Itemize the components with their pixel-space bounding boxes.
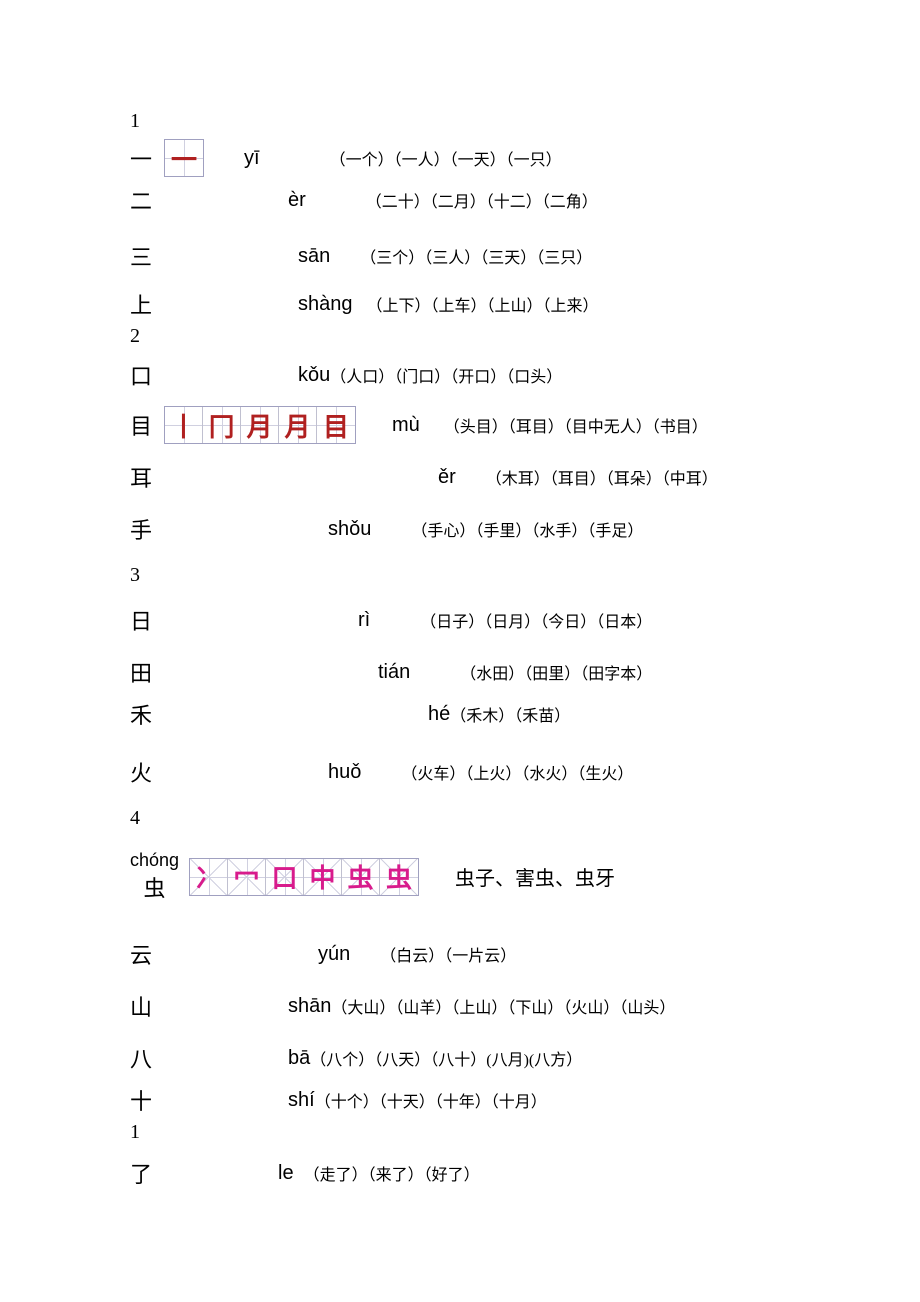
- words-le: （走了）（来了）（好了）: [304, 1161, 480, 1185]
- pinyin-kou: kǒu: [298, 364, 330, 387]
- chong-label: chóng 虫: [130, 850, 179, 903]
- entry-er: 二 èr （二十）（二月）（十二）（二角）: [130, 179, 790, 221]
- words-chong: 虫子、害虫、虫牙: [455, 862, 615, 891]
- stroke-chong-4: 中: [310, 858, 336, 895]
- pinyin-yun: yún: [318, 943, 350, 966]
- entry-yi: 一 一 yī （一个）（一人）（一天）（一只）: [130, 137, 790, 179]
- words-mu: （头目）（耳目）（目中无人）（书目）: [444, 413, 708, 437]
- entry-chong: chóng 虫 冫 冖 口 中 虫 虫 虫子、害虫、虫牙: [130, 850, 790, 903]
- hanzi-huo: 火: [130, 756, 158, 788]
- pinyin-shi: shí: [288, 1089, 315, 1112]
- words-shou: （手心）（手里）（水手）（手足）: [411, 517, 643, 541]
- section-3: 3: [130, 564, 790, 587]
- words-yi: （一个）（一人）（一天）（一只）: [330, 146, 562, 170]
- entry-kou: 口 kǒu （人口）（门口）（开口）（口头）: [130, 354, 790, 396]
- pinyin-shang: shàng: [298, 293, 353, 316]
- words-shan: （大山）（山羊）（上山）（下山）（火山）（山头）: [331, 994, 675, 1018]
- stroke-mu-3: 月: [246, 407, 272, 444]
- words-he: （禾木）（禾苗）: [450, 702, 570, 726]
- hanzi-shou: 手: [130, 513, 158, 545]
- entry-huo: 火 huǒ （火车）（上火）（水火）（生火）: [130, 751, 790, 793]
- entry-he: 禾 hé （禾木）（禾苗）: [130, 693, 790, 735]
- hanzi-le: 了: [130, 1157, 158, 1189]
- pinyin-san: sān: [298, 245, 330, 268]
- stroke-box-mu: 丨 冂 月 月 目: [164, 406, 356, 444]
- entry-le: 了 le （走了）（来了）（好了）: [130, 1152, 790, 1194]
- hanzi-ri: 日: [130, 604, 158, 636]
- words-ri: （日子）（日月）（今日）（日本）: [420, 608, 652, 632]
- words-erduo: （木耳）（耳目）（耳朵）（中耳）: [486, 465, 718, 489]
- stroke-yi-1: 一: [171, 140, 197, 177]
- pinyin-er: èr: [288, 189, 306, 212]
- hanzi-mu: 目: [130, 409, 158, 441]
- pinyin-chong: chóng: [130, 850, 179, 871]
- words-er: （二十）（二月）（十二）（二角）: [366, 188, 598, 212]
- words-yun: （白云）（一片云）: [380, 942, 516, 966]
- words-shang: （上下）（上车）（上山）（上来）: [367, 292, 599, 316]
- stroke-chong-6: 虫: [386, 858, 412, 895]
- stroke-chong-3: 口: [272, 858, 298, 895]
- section-1b: 1: [130, 1121, 790, 1144]
- words-kou: （人口）（门口）（开口）（口头）: [330, 363, 562, 387]
- words-san: （三个）（三人）（三天）（三只）: [360, 244, 592, 268]
- hanzi-he: 禾: [130, 698, 158, 730]
- pinyin-tian: tián: [378, 661, 410, 684]
- section-2: 2: [130, 325, 790, 348]
- stroke-chong-2: 冖: [234, 858, 260, 895]
- hanzi-san: 三: [130, 240, 158, 272]
- entry-ri: 日 rì （日子）（日月）（今日）（日本）: [130, 599, 790, 641]
- stroke-mu-4: 月: [284, 407, 310, 444]
- words-shi: （十个）（十天）（十年）（十月）: [315, 1088, 547, 1112]
- hanzi-ba: 八: [130, 1042, 158, 1074]
- hanzi-shang: 上: [130, 288, 158, 320]
- hanzi-shan: 山: [130, 990, 158, 1022]
- stroke-box-chong: 冫 冖 口 中 虫 虫: [189, 858, 419, 896]
- pinyin-yi: yī: [244, 147, 260, 170]
- pinyin-mu: mù: [392, 414, 420, 437]
- hanzi-kou: 口: [130, 359, 158, 391]
- entry-san: 三 sān （三个）（三人）（三天）（三只）: [130, 235, 790, 277]
- entry-ba: 八 bā （八个）（八天）（八十）(八月)(八方）: [130, 1037, 790, 1079]
- stroke-chong-5: 虫: [348, 858, 374, 895]
- entry-shan: 山 shān （大山）（山羊）（上山）（下山）（火山）（山头）: [130, 985, 790, 1027]
- section-1: 1: [130, 110, 790, 133]
- entry-yun: 云 yún （白云）（一片云）: [130, 933, 790, 975]
- entry-mu: 目 丨 冂 月 月 目 mù （头目）（耳目）（目中无人）（书目）: [130, 404, 790, 446]
- hanzi-chong: 虫: [144, 871, 166, 903]
- pinyin-he: hé: [428, 703, 450, 726]
- entry-tian: 田 tián （水田）（田里）（田字本）: [130, 651, 790, 693]
- words-tian: （水田）（田里）（田字本）: [460, 660, 652, 684]
- pinyin-le: le: [278, 1162, 294, 1185]
- hanzi-tian: 田: [130, 656, 158, 688]
- pinyin-huo: huǒ: [328, 761, 361, 784]
- entry-erduo: 耳 ěr （木耳）（耳目）（耳朵）（中耳）: [130, 456, 790, 498]
- hanzi-shi: 十: [130, 1084, 158, 1116]
- entry-shou: 手 shǒu （手心）（手里）（水手）（手足）: [130, 508, 790, 550]
- pinyin-ba: bā: [288, 1047, 310, 1070]
- hanzi-er: 二: [130, 184, 158, 216]
- stroke-chong-1: 冫: [196, 858, 222, 895]
- words-huo: （火车）（上火）（水火）（生火）: [401, 760, 633, 784]
- stroke-mu-2: 冂: [208, 407, 234, 444]
- pinyin-erduo: ěr: [438, 466, 456, 489]
- stroke-mu-5: 目: [323, 407, 349, 444]
- pinyin-shou: shǒu: [328, 518, 371, 541]
- pinyin-shan: shān: [288, 995, 331, 1018]
- stroke-box-yi: 一: [164, 139, 204, 177]
- entry-shi: 十 shí （十个）（十天）（十年）（十月）: [130, 1079, 790, 1121]
- stroke-mu-1: 丨: [170, 407, 196, 444]
- entry-shang: 上 shàng （上下）（上车）（上山）（上来）: [130, 283, 790, 325]
- words-ba: （八个）（八天）（八十）(八月)(八方）: [310, 1046, 582, 1070]
- hanzi-erduo: 耳: [130, 461, 158, 493]
- hanzi-yun: 云: [130, 938, 158, 970]
- hanzi-yi: 一: [130, 142, 158, 174]
- pinyin-ri: rì: [358, 609, 370, 632]
- section-4: 4: [130, 807, 790, 830]
